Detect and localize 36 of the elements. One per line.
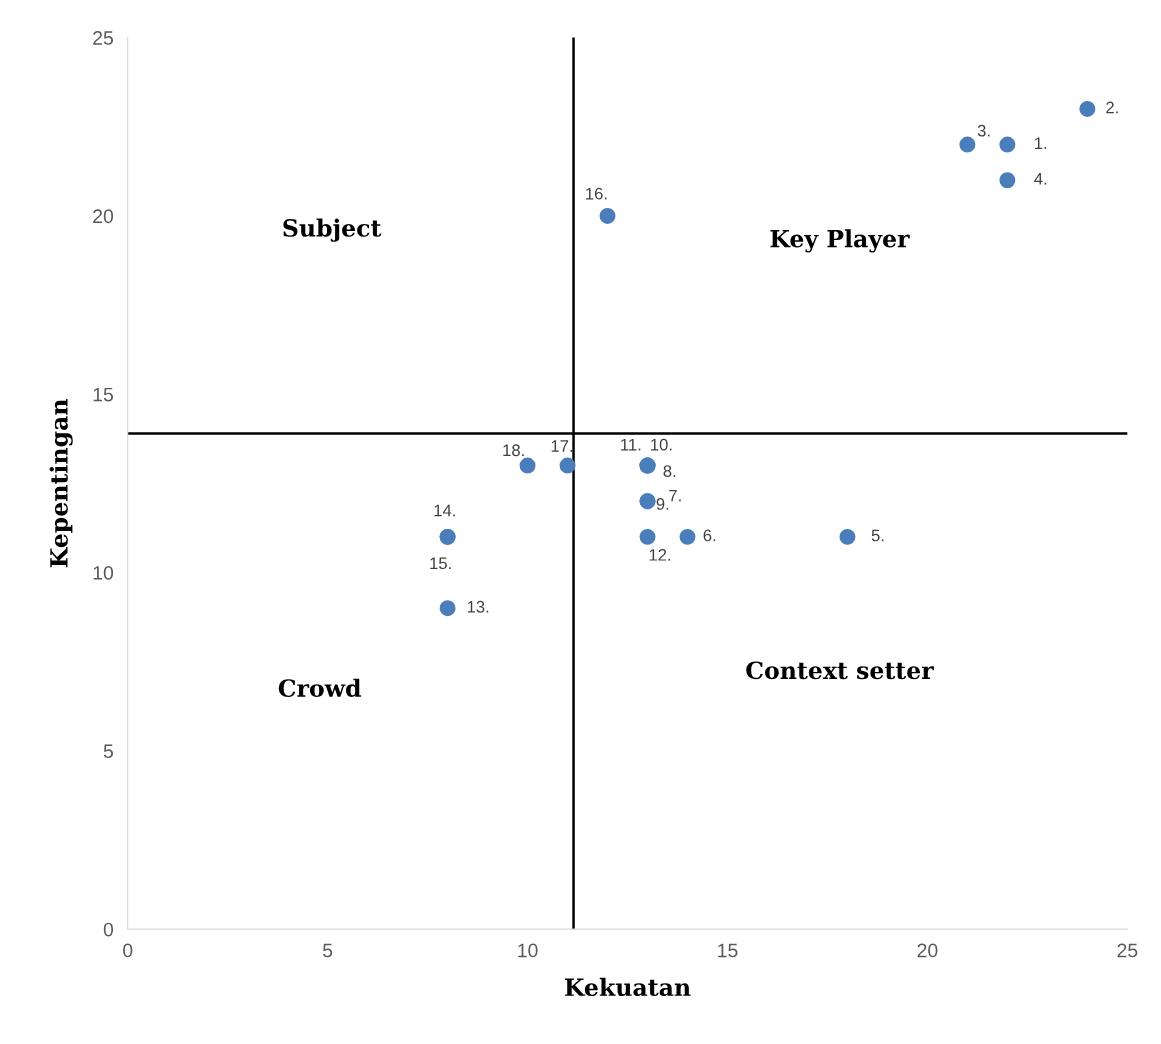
x-tick-label: 20: [917, 943, 938, 958]
x-tick-label: 25: [1117, 943, 1138, 958]
text: 4.: [1034, 173, 1047, 185]
text: 6.: [703, 529, 716, 542]
text: 3.: [977, 124, 990, 137]
text: 18.: [503, 444, 524, 457]
text: 15.: [430, 557, 451, 570]
y-tick-label: 10: [93, 566, 114, 580]
y-tick-label: 5: [103, 744, 114, 759]
text: 9.: [656, 498, 669, 510]
y-tick-label: 20: [93, 209, 114, 224]
x-tick-label: 5: [323, 943, 333, 958]
x-tick-label: 15: [718, 943, 738, 958]
text: 7.: [669, 489, 681, 502]
y-tick-label: 15: [93, 387, 114, 402]
text: 11.: [621, 438, 641, 451]
y-axis-title: Kepentingan: [49, 399, 73, 568]
annotation: Crowd: [278, 678, 361, 698]
y-tick-label: 0: [103, 922, 114, 937]
text: 12.: [649, 548, 671, 561]
x-axis-title: Kekuatan: [565, 977, 691, 997]
text: 16.: [586, 187, 607, 200]
annotation: Key Player: [770, 229, 910, 253]
text: 1.: [1035, 137, 1047, 149]
text: 5.: [871, 529, 884, 542]
x-tick-label: 0: [123, 943, 133, 958]
text: 10.: [651, 438, 672, 451]
text: 17.: [551, 440, 573, 452]
text: 2.: [1106, 101, 1118, 114]
annotation: Context setter: [746, 661, 934, 680]
y-tick-label: 25: [93, 31, 114, 45]
text: 14.: [434, 504, 455, 517]
text: 13.: [467, 600, 489, 613]
annotation: Subject: [283, 218, 382, 242]
x-tick-label: 10: [518, 943, 538, 958]
text: 8.: [663, 465, 676, 477]
